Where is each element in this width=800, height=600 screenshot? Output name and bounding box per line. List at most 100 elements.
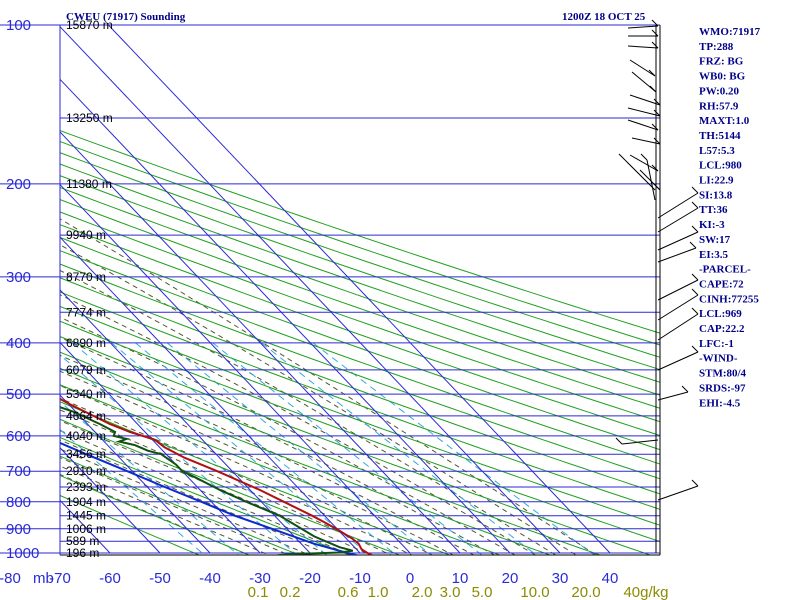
temperature-tick-label: 20	[502, 570, 519, 587]
wind-barb-flag	[640, 153, 648, 161]
wind-barb	[631, 137, 661, 145]
dry-adiabat	[60, 351, 602, 555]
moist-adiabat	[60, 430, 352, 555]
pressure-unit-label: mb	[33, 570, 54, 587]
index-value: EI:3.5	[699, 249, 729, 261]
pressure-label: 500	[6, 386, 31, 403]
wind-barb-flag	[681, 385, 689, 393]
wind-barb	[629, 94, 661, 106]
wind-barb	[629, 59, 656, 77]
wind-barb-flag	[691, 273, 699, 281]
wind-barb-flag	[691, 345, 699, 353]
temperature-line	[60, 397, 373, 555]
dry-adiabat	[60, 320, 660, 543]
index-value: STM:80/4	[699, 368, 747, 380]
chart-title: CWEU (71917) Sounding	[66, 11, 186, 23]
dry-adiabat	[60, 152, 660, 358]
height-label: 15870 m	[66, 18, 113, 32]
isotherm	[60, 394, 211, 554]
index-value: -PARCEL-	[699, 264, 751, 276]
dry-adiabat	[60, 418, 401, 555]
mixing-ratio-line	[135, 342, 397, 555]
mixing-ratio-label: 10.0	[520, 584, 549, 600]
moist-adiabat	[60, 448, 311, 555]
temperature-tick-label: -50	[149, 570, 171, 587]
pressure-label: 900	[6, 521, 31, 538]
temperature-tick-label: -80	[0, 570, 21, 587]
index-value: WB0: BG	[699, 71, 746, 83]
mixing-ratio-label: 40g/kg	[623, 584, 668, 600]
isotherm	[60, 236, 361, 554]
moist-adiabat	[60, 465, 271, 555]
dry-adiabat	[60, 277, 660, 495]
index-value: MAXT:1.0	[699, 115, 750, 127]
dry-adiabat	[60, 250, 660, 465]
height-label: 7774 m	[66, 305, 106, 319]
dry-adiabat	[60, 140, 660, 346]
dry-adiabat	[60, 384, 502, 555]
wind-barb	[627, 45, 659, 49]
pressure-axis-labels: 100 200 300 400 500 600 700 800 900 1000	[6, 17, 39, 562]
temperature-tick-label: 10	[452, 570, 469, 587]
index-value: CAPE:72	[699, 278, 744, 290]
isotherm	[60, 78, 511, 554]
isotherm	[60, 289, 311, 554]
index-value: L57:5.3	[699, 145, 735, 157]
pressure-label: 400	[6, 335, 31, 352]
wind-barb	[657, 192, 699, 219]
mixing-ratio-labels: 0.1 0.2 0.6 1.0 2.0 3.0 5.0 10.0 20.0 40g/kg	[248, 584, 669, 600]
index-value: TT:36	[699, 204, 728, 216]
plot-border	[59, 25, 661, 556]
dry-adiabat	[60, 186, 660, 396]
wind-barb	[627, 25, 659, 29]
isotherm	[60, 183, 411, 554]
index-value: CINH:77255	[699, 293, 759, 305]
wind-barb-flag	[618, 153, 626, 161]
wind-barb-flag	[653, 137, 661, 145]
wind-barb	[657, 247, 697, 263]
wind-barb	[627, 107, 661, 117]
temperature-tick-label: -20	[299, 570, 321, 587]
pressure-label: 700	[6, 463, 31, 480]
dry-adiabat	[60, 163, 660, 371]
mixing-ratio-line	[60, 428, 206, 555]
temperature-tick-label: -40	[199, 570, 221, 587]
wind-barb-flag	[651, 164, 659, 172]
dry-adiabat	[60, 305, 660, 526]
isotherm	[60, 25, 561, 554]
mixing-ratio-line	[261, 342, 538, 555]
wind-barb	[657, 391, 689, 401]
height-label: 3456 m	[66, 447, 106, 461]
height-label: 6079 m	[66, 363, 106, 377]
height-label: 4664 m	[66, 409, 106, 423]
mixing-ratio-label: 0.6	[338, 584, 359, 600]
index-value: SW:17	[699, 234, 731, 246]
wind-barb-flag	[651, 41, 659, 49]
valid-time: 1200Z 18 OCT 25	[562, 11, 646, 23]
wind-barb-flag	[653, 109, 661, 117]
moist-adiabat	[60, 370, 455, 555]
wind-barb	[657, 231, 699, 251]
isotherm	[108, 25, 611, 554]
isobar-lines	[0, 24, 660, 554]
temperature-tick-label: -30	[249, 570, 271, 587]
wind-barb	[624, 159, 656, 191]
dry-adiabat	[60, 263, 660, 480]
temperature-tick-label: -60	[99, 570, 121, 587]
wind-barb	[629, 154, 659, 172]
wind-barb	[657, 279, 699, 301]
temperature-tick-label: 30	[552, 570, 569, 587]
wind-barb-flag	[691, 307, 699, 315]
dry-adiabat	[60, 474, 251, 555]
dry-adiabat	[60, 436, 351, 555]
dry-adiabat	[60, 455, 301, 555]
pressure-label: 1000	[6, 545, 39, 562]
wind-barb-flag	[691, 288, 699, 296]
pressure-label: 600	[6, 428, 31, 445]
moist-adiabat	[60, 420, 372, 555]
index-value: SRDS:-97	[699, 382, 746, 394]
dry-adiabat	[60, 130, 660, 334]
temperature-tick-label: -10	[349, 570, 371, 587]
index-value: SI:13.8	[699, 189, 733, 201]
